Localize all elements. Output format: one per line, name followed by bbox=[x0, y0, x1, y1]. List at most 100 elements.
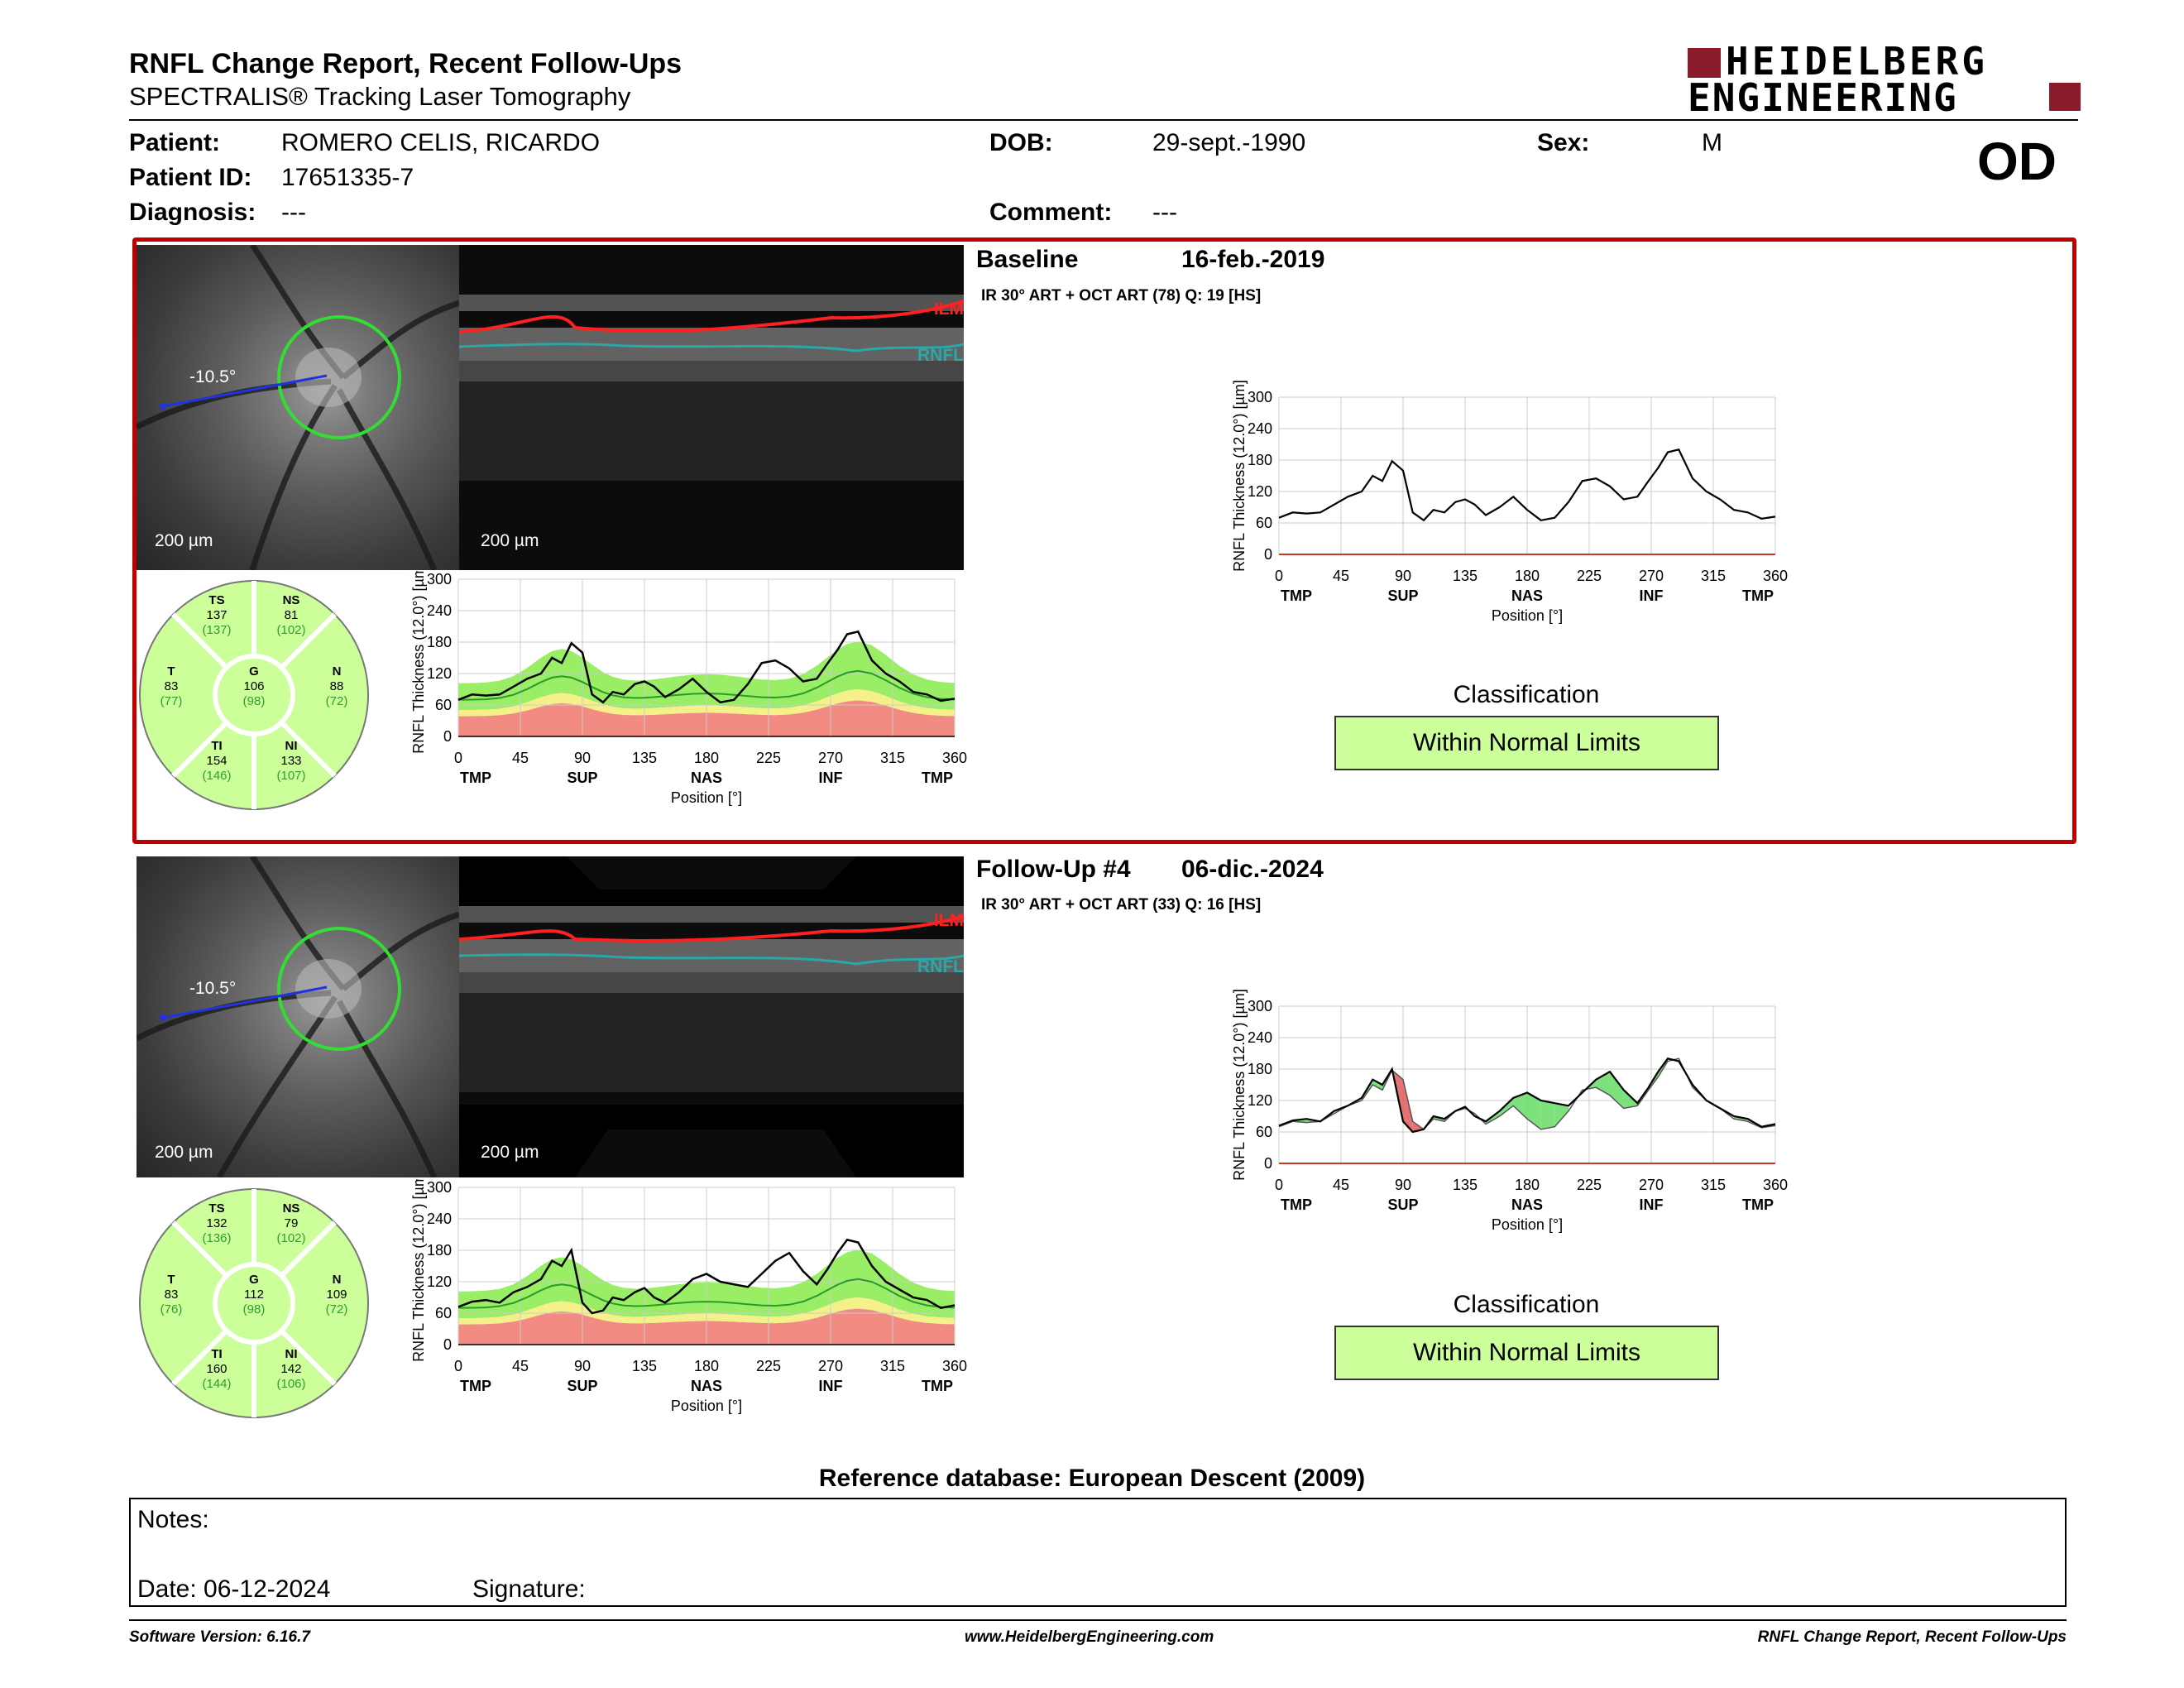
fundus-scale-label: 200 µm bbox=[155, 1143, 213, 1162]
y-axis-title: RNFL Thickness (12.0°) [µm] bbox=[410, 1179, 427, 1362]
sex-value: M bbox=[1702, 129, 1722, 156]
disc-divider bbox=[280, 1329, 337, 1386]
sector-ref-ni: (107) bbox=[276, 769, 305, 783]
x-tick-label: 360 bbox=[942, 1358, 967, 1374]
y-tick-label: 60 bbox=[1256, 1124, 1272, 1140]
footer-website: www.HeidelbergEngineering.com bbox=[965, 1628, 1214, 1646]
baseline-change-chart: 0 45 90 135 180 225 270 315 360 300 240 180 120 60 0 TM… bbox=[1231, 380, 1788, 624]
x-axis-title: Position [°] bbox=[1492, 607, 1563, 624]
x-tick-label: 135 bbox=[632, 750, 657, 766]
sector-label-g: G bbox=[249, 664, 259, 679]
rnfl-label: RNFL bbox=[917, 957, 964, 976]
change-segment bbox=[1499, 1097, 1514, 1116]
x-tick-label: 90 bbox=[574, 750, 591, 766]
y-tick-label: 120 bbox=[1248, 483, 1272, 500]
region-label: INF bbox=[819, 1378, 843, 1394]
report-title: RNFL Change Report, Recent Follow-Ups bbox=[129, 48, 682, 79]
sector-label-ns: NS bbox=[283, 1201, 300, 1216]
x-axis-title: Position [°] bbox=[671, 789, 742, 806]
disc-divider bbox=[280, 612, 337, 669]
x-tick-label: 45 bbox=[1333, 568, 1349, 584]
x-tick-label: 135 bbox=[1453, 568, 1478, 584]
change-segment bbox=[1372, 1079, 1382, 1091]
x-tick-label: 90 bbox=[1395, 1177, 1411, 1193]
x-tick-label: 0 bbox=[454, 750, 462, 766]
x-axis-title: Position [°] bbox=[671, 1398, 742, 1414]
y-axis-title: RNFL Thickness (12.0°) [µm] bbox=[1231, 989, 1248, 1181]
baseline-classification-label: Classification bbox=[1453, 681, 1600, 708]
sector-value-ti: 160 bbox=[206, 1362, 227, 1376]
sector-value-ns: 81 bbox=[285, 608, 299, 622]
disc-divider bbox=[280, 1220, 337, 1278]
y-tick-label: 240 bbox=[427, 1211, 452, 1227]
ilm-label: ILM bbox=[933, 300, 964, 319]
patient-id-label: Patient ID: bbox=[129, 164, 252, 191]
normative-mean-line bbox=[457, 1278, 956, 1309]
y-tick-label: 60 bbox=[435, 697, 452, 713]
change-segment bbox=[1623, 1090, 1638, 1109]
disc-divider bbox=[171, 1220, 228, 1278]
sector-label-n: N bbox=[333, 664, 342, 679]
x-tick-label: 225 bbox=[1577, 568, 1602, 584]
patient-label: Patient: bbox=[129, 129, 221, 156]
change-segment bbox=[1391, 1069, 1403, 1122]
sector-value-g: 106 bbox=[243, 679, 264, 693]
region-label: TMP bbox=[1742, 587, 1774, 604]
y-tick-label: 180 bbox=[427, 1242, 452, 1259]
thickness-profile-line bbox=[457, 630, 956, 704]
x-tick-label: 270 bbox=[1639, 1177, 1664, 1193]
sector-value-n: 88 bbox=[330, 679, 344, 693]
sex-label: Sex: bbox=[1537, 129, 1590, 156]
x-tick-label: 45 bbox=[512, 750, 529, 766]
followup-date: 06-dic.-2024 bbox=[1181, 856, 1324, 883]
y-tick-label: 120 bbox=[1248, 1092, 1272, 1109]
region-label: TMP bbox=[1281, 587, 1312, 604]
baseline-fundus-image: -10.5° 200 µm bbox=[136, 245, 459, 570]
y-tick-label: 0 bbox=[1264, 1155, 1272, 1172]
diagnosis-label: Diagnosis: bbox=[129, 199, 256, 226]
disc-center bbox=[213, 654, 295, 736]
x-tick-label: 360 bbox=[1763, 1177, 1788, 1193]
x-tick-label: 315 bbox=[880, 750, 905, 766]
sector-label-ns: NS bbox=[283, 593, 300, 607]
followup-protocol: IR 30° ART + OCT ART (33) Q: 16 [HS] bbox=[981, 896, 1262, 914]
sector-ref-ts: (137) bbox=[202, 623, 231, 637]
followup-oct-bscan: ILM RNFL 200 µm bbox=[459, 856, 964, 1177]
notes-label: Notes: bbox=[137, 1506, 209, 1533]
disc-divider bbox=[171, 612, 228, 669]
logo-line2: ENGINEERING bbox=[1688, 75, 1958, 120]
region-label: TMP bbox=[460, 1378, 491, 1394]
x-tick-label: 180 bbox=[1515, 568, 1540, 584]
change-segment bbox=[1610, 1072, 1624, 1109]
sector-ref-g: (98) bbox=[243, 1302, 266, 1316]
sector-value-g: 112 bbox=[244, 1288, 264, 1302]
region-label: INF bbox=[1640, 587, 1664, 604]
sector-ref-t: (76) bbox=[160, 1302, 183, 1316]
region-label: TMP bbox=[1281, 1196, 1312, 1213]
y-tick-label: 180 bbox=[1248, 452, 1272, 468]
sector-ref-ns: (102) bbox=[276, 1231, 305, 1245]
oct-scale-label: 200 µm bbox=[481, 531, 539, 550]
baseline-protocol: IR 30° ART + OCT ART (78) Q: 19 [HS] bbox=[981, 287, 1262, 305]
y-tick-label: 180 bbox=[427, 634, 452, 650]
sector-label-ts: TS bbox=[208, 593, 224, 607]
sector-ref-ni: (106) bbox=[276, 1377, 305, 1391]
region-label: TMP bbox=[922, 770, 953, 786]
y-tick-label: 60 bbox=[435, 1305, 452, 1321]
x-tick-label: 90 bbox=[574, 1358, 591, 1374]
baseline-classification-value: Within Normal Limits bbox=[1334, 716, 1719, 770]
sector-value-ni: 142 bbox=[280, 1362, 301, 1376]
y-axis-title: RNFL Thickness (12.0°) [µm] bbox=[410, 571, 427, 754]
followup-profile-chart: 0 45 90 135 180 225 270 315 360 300 240 180 120 60 0 TM… bbox=[410, 1179, 967, 1414]
dob-value: 29-sept.-1990 bbox=[1152, 129, 1306, 156]
sector-ref-ti: (146) bbox=[202, 769, 231, 783]
baseline-panel bbox=[132, 237, 2076, 844]
y-tick-label: 0 bbox=[443, 1336, 452, 1353]
sector-value-ts: 137 bbox=[206, 608, 227, 622]
thickness-profile-line bbox=[457, 1238, 956, 1315]
notes-signature-label: Signature: bbox=[472, 1575, 586, 1603]
change-segment bbox=[1540, 1101, 1555, 1129]
change-segment bbox=[1527, 1092, 1541, 1129]
patient-name: ROMERO CELIS, RICARDO bbox=[281, 129, 601, 156]
sector-ref-ns: (102) bbox=[276, 623, 305, 637]
